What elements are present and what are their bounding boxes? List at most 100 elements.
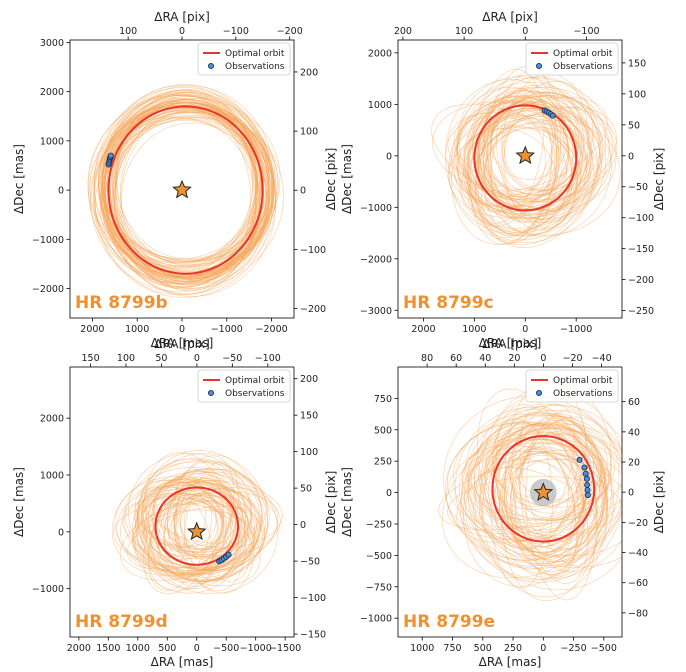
x-tick-label: 2000 xyxy=(67,643,91,654)
orbit-sample xyxy=(121,498,253,571)
y-tick-label: 3000 xyxy=(40,38,64,49)
y-tick-label: −1000 xyxy=(360,614,392,625)
y-tick-label: −2000 xyxy=(32,284,64,295)
y-tick-label: 0 xyxy=(386,151,392,162)
orbit-sample xyxy=(99,112,284,290)
planet-label: HR 8799c xyxy=(403,293,494,313)
orbit-sample xyxy=(98,85,268,280)
orbit-sample xyxy=(87,93,271,285)
orbit-sample xyxy=(502,113,579,192)
y2-tick-label: 0 xyxy=(300,520,306,531)
orbit-sample xyxy=(473,392,622,566)
x2-tick-label: 100 xyxy=(455,26,473,37)
y2-tick-label: 40 xyxy=(628,427,640,438)
x2-tick-label: −100 xyxy=(255,353,281,364)
orbit-sample xyxy=(467,428,622,521)
x2-tick-label: 40 xyxy=(479,353,491,364)
legend-optimal-label: Optimal orbit xyxy=(553,49,613,59)
orbit-sample xyxy=(473,423,622,525)
y2-tick-label: −150 xyxy=(300,630,326,641)
legend-observations-label: Observations xyxy=(225,389,285,399)
y2-axis-label: ΔDec [pix] xyxy=(652,148,666,211)
legend-box xyxy=(197,42,291,76)
legend-observations-swatch xyxy=(536,63,543,70)
orbit-sample xyxy=(98,107,279,262)
orbit-sample xyxy=(104,95,261,269)
orbit-sample xyxy=(461,403,622,583)
y2-tick-label: 100 xyxy=(628,89,646,100)
orbit-sample xyxy=(472,108,546,200)
x-tick-label: 1000 xyxy=(126,643,150,654)
orbit-sample xyxy=(500,73,589,220)
legend-observations-label: Observations xyxy=(225,62,285,72)
y-tick-label: −1000 xyxy=(32,584,64,595)
planet-label: HR 8799b xyxy=(75,293,168,313)
orbit-sample xyxy=(453,96,587,233)
legend-optimal-label: Optimal orbit xyxy=(553,376,613,386)
x2-tick-label: 20 xyxy=(508,353,520,364)
star-marker xyxy=(515,145,536,165)
orbit-sample xyxy=(457,100,569,197)
y-tick-label: −2000 xyxy=(360,254,392,265)
orbit-sample xyxy=(503,111,586,191)
orbit-sample xyxy=(498,430,578,507)
x2-axis-label: ΔRA [pix] xyxy=(482,10,538,24)
orbit-sample xyxy=(113,111,261,290)
orbit-sample xyxy=(148,473,243,560)
legend-observations-label: Observations xyxy=(553,389,613,399)
y-tick-label: 500 xyxy=(374,425,392,436)
y2-tick-label: −50 xyxy=(628,182,648,193)
orbit-sample xyxy=(519,406,599,567)
x2-tick-label: −200 xyxy=(277,26,303,37)
orbit-sample xyxy=(116,484,263,581)
y2-tick-label: −80 xyxy=(628,608,648,619)
x-axis-label: ΔRA [mas] xyxy=(479,336,542,350)
y2-tick-label: 200 xyxy=(300,374,318,385)
orbit-sample xyxy=(482,95,607,223)
star-marker xyxy=(172,179,192,199)
observation-point xyxy=(584,487,591,494)
orbit-sample xyxy=(509,458,604,550)
y2-tick-label: −250 xyxy=(628,306,654,317)
star-marker xyxy=(533,482,554,501)
y-tick-label: 1000 xyxy=(368,100,392,111)
orbit-sample xyxy=(467,101,573,241)
x2-tick-label: 100 xyxy=(117,353,135,364)
plot-area xyxy=(431,66,621,249)
y2-tick-label: 20 xyxy=(628,458,640,469)
x-tick-label: −1000 xyxy=(240,643,272,654)
y-axis-label: ΔDec [mas] xyxy=(340,467,354,537)
x2-tick-label: 0 xyxy=(194,353,200,364)
observation-point xyxy=(584,482,591,489)
orbit-sample xyxy=(134,487,261,575)
orbit-sample xyxy=(502,413,604,602)
y-tick-label: 0 xyxy=(386,488,392,499)
x2-tick-label: 0 xyxy=(179,26,185,37)
x-tick-label: −1000 xyxy=(211,324,243,335)
orbit-sample xyxy=(477,388,585,572)
x-tick-label: 750 xyxy=(443,643,461,654)
optimal-orbit-line xyxy=(154,486,239,566)
observation-point xyxy=(225,551,232,558)
y2-tick-label: 50 xyxy=(628,120,640,131)
y2-tick-label: −20 xyxy=(628,518,648,529)
orbit-sample xyxy=(510,446,584,514)
x2-tick-label: 60 xyxy=(450,353,462,364)
x-axis-label: ΔRA [mas] xyxy=(479,655,542,669)
orbit-sample xyxy=(465,109,621,236)
panel-3: 2000 1500 1000 500 0 −500 −1000−1500−100001000… xyxy=(12,337,338,669)
orbit-sample xyxy=(485,427,603,522)
orbit-sample xyxy=(491,97,569,197)
y-axis-label: ΔDec [mas] xyxy=(12,467,26,537)
observation-point xyxy=(581,464,588,471)
orbit-sample xyxy=(483,448,607,537)
y2-axis-label: ΔDec [pix] xyxy=(324,148,338,211)
x-tick-label: 1500 xyxy=(96,643,120,654)
y-tick-label: 250 xyxy=(374,457,392,468)
y2-tick-label: 200 xyxy=(300,67,318,78)
x-tick-label: 2000 xyxy=(411,324,435,335)
y-axis-label: ΔDec [mas] xyxy=(340,144,354,214)
orbit-sample xyxy=(466,442,622,568)
x2-tick-label: 100 xyxy=(119,26,137,37)
orbit-sample xyxy=(447,476,622,541)
